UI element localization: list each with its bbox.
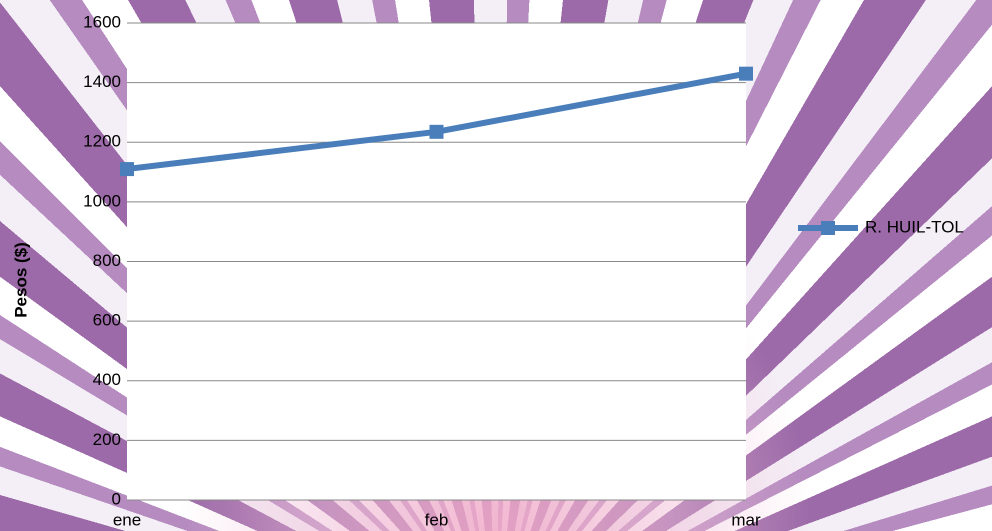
marker bbox=[429, 124, 444, 139]
y-tick-label: 0 bbox=[112, 489, 121, 508]
y-tick-label: 600 bbox=[93, 311, 121, 330]
y-tick-label: 1600 bbox=[83, 12, 121, 31]
y-axis-label: Pesos ($) bbox=[11, 242, 30, 318]
legend-label: R. HUIL-TOL bbox=[865, 217, 964, 236]
y-tick-label: 400 bbox=[93, 370, 121, 389]
legend-marker bbox=[821, 221, 835, 235]
marker bbox=[739, 66, 753, 81]
y-tick-label: 800 bbox=[93, 251, 121, 270]
x-tick-label: mar bbox=[731, 510, 761, 529]
x-tick-label: feb bbox=[425, 510, 449, 529]
y-tick-label: 200 bbox=[93, 430, 121, 449]
marker bbox=[120, 162, 134, 177]
x-tick-label: ene bbox=[113, 510, 141, 529]
y-tick-label: 1400 bbox=[83, 72, 121, 91]
y-tick-label: 1000 bbox=[83, 191, 121, 210]
y-tick-label: 1200 bbox=[83, 132, 121, 151]
